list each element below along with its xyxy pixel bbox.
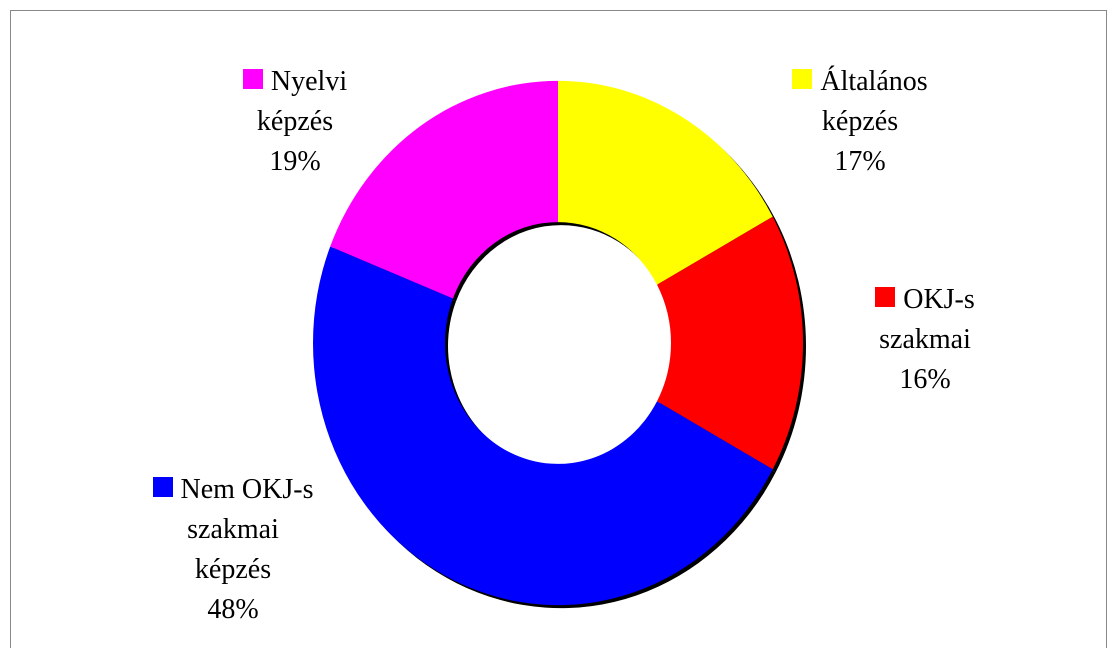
donut-slice bbox=[558, 80, 773, 285]
data-label: OKJ-s szakmai 16% bbox=[855, 280, 995, 400]
legend-swatch bbox=[242, 69, 263, 89]
label-text: Nem OKJ-s szakmai képzés bbox=[148, 470, 318, 590]
legend-swatch bbox=[152, 477, 173, 497]
percent-label: 48% bbox=[207, 594, 259, 625]
category-label: Nyelvi képzés bbox=[256, 66, 348, 137]
legend-swatch bbox=[875, 287, 896, 307]
percent-label: 16% bbox=[899, 364, 951, 395]
chart-frame bbox=[10, 10, 1107, 648]
category-label: Nem OKJ-s szakmai képzés bbox=[180, 474, 314, 585]
category-label: Általános képzés bbox=[820, 66, 928, 137]
donut-slice bbox=[657, 216, 803, 470]
donut bbox=[313, 80, 803, 606]
data-label: Általános képzés 17% bbox=[770, 62, 950, 182]
label-text: Általános képzés bbox=[770, 62, 950, 142]
percent-label: 19% bbox=[269, 146, 321, 177]
percent-label: 17% bbox=[834, 146, 886, 177]
data-label: Nem OKJ-s szakmai képzés 48% bbox=[148, 470, 318, 630]
category-label: OKJ-s szakmai bbox=[879, 284, 975, 355]
legend-swatch bbox=[792, 69, 813, 89]
data-label: Nyelvi képzés 19% bbox=[220, 62, 370, 182]
donut-slice bbox=[330, 80, 558, 299]
donut-slice bbox=[313, 246, 773, 606]
label-text: Nyelvi képzés bbox=[220, 62, 370, 142]
label-text: OKJ-s szakmai bbox=[855, 280, 995, 360]
